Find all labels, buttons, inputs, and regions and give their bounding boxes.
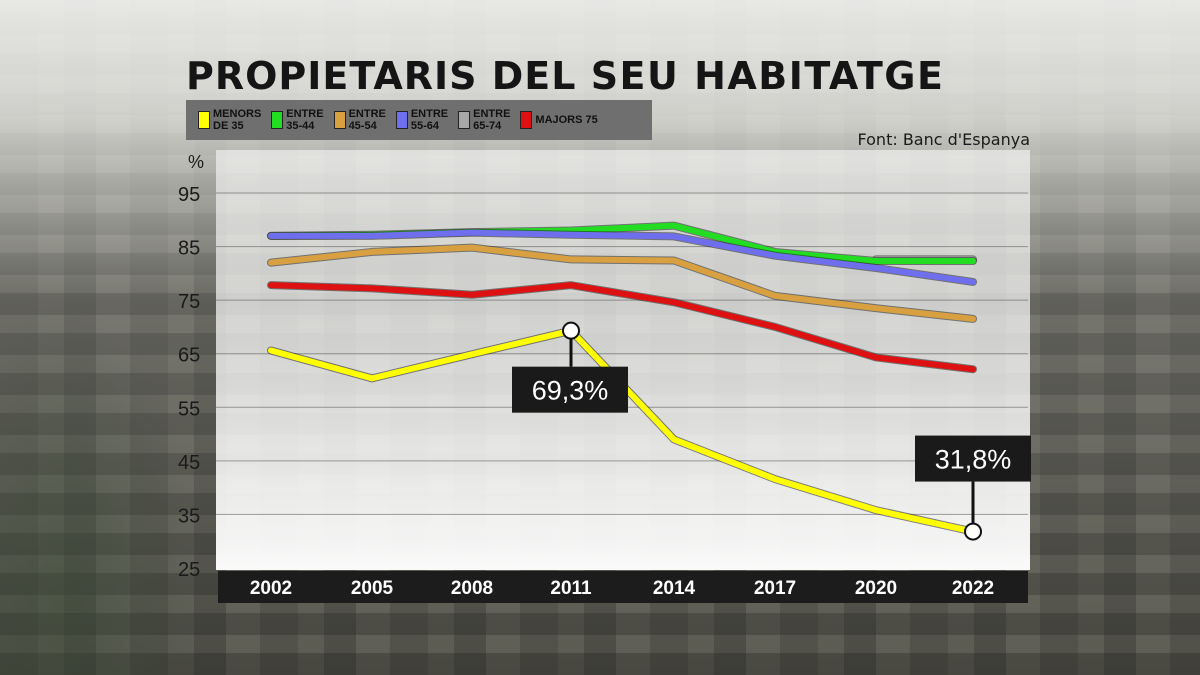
series-line-outline <box>267 326 977 536</box>
x-tick-label: 2011 <box>550 578 592 599</box>
y-tick-label: 65 <box>178 345 200 367</box>
chart-title-part1: PROPIETARIS DEL <box>186 54 591 98</box>
background-trees <box>0 300 200 675</box>
series-line <box>268 244 976 322</box>
chart-title-part2: SEU HABITATGE <box>590 54 945 98</box>
legend-label: ENTRE 55-64 <box>410 108 449 132</box>
legend-item: ENTRE 55-64 <box>395 108 449 132</box>
series-line <box>268 282 976 373</box>
x-tick-label: 2002 <box>250 578 292 599</box>
legend-swatch <box>458 111 471 129</box>
legend-swatch <box>198 111 210 129</box>
y-tick-label: 45 <box>178 452 200 474</box>
x-tick-label: 2008 <box>451 578 493 599</box>
legend-item: ENTRE 35-44 <box>271 108 324 132</box>
x-tick-label: 2022 <box>952 578 994 599</box>
y-axis-label: % <box>188 152 204 172</box>
legend-label: MENORS DE 35 <box>213 108 262 132</box>
legend-item: ENTRE 65-74 <box>458 108 510 132</box>
legend-label: ENTRE 35-44 <box>286 108 324 132</box>
x-tick-label: 2014 <box>653 578 696 599</box>
legend-swatch <box>520 111 533 129</box>
legend-item: MENORS DE 35 <box>198 108 261 132</box>
x-tick-label: 2005 <box>351 578 394 599</box>
legend-label: ENTRE 65-74 <box>473 108 511 132</box>
series-line <box>268 229 976 285</box>
legend: MENORS DE 35 ENTRE 35-44 ENTRE 45-54 ENTRE … <box>186 100 652 140</box>
y-tick-label: 35 <box>178 505 200 527</box>
legend-swatch <box>333 111 346 129</box>
annotation-marker <box>562 321 580 340</box>
legend-label: ENTRE 45-54 <box>348 108 386 132</box>
legend-label: MAJORS 75 <box>535 114 598 126</box>
source-note: Font: Banc d'Espanya <box>857 130 1031 149</box>
series-line <box>268 327 976 535</box>
annotation-box <box>915 435 1031 482</box>
y-tick-label: 75 <box>178 291 200 313</box>
annotation-marker <box>964 522 982 541</box>
annotation-label: 31,8% <box>935 445 1012 475</box>
legend-swatch <box>395 111 408 129</box>
annotation-label: 69,3% <box>532 376 609 406</box>
x-tick-label: 2017 <box>754 578 796 599</box>
chart-title: PROPIETARIS DEL SEU HABITATGE <box>186 54 944 98</box>
x-tick-label: 2020 <box>855 578 897 599</box>
y-tick-label: 55 <box>178 398 200 420</box>
legend-item: ENTRE 45-54 <box>333 108 386 132</box>
legend-item: MAJORS 75 <box>520 111 598 129</box>
legend-swatch <box>271 111 284 129</box>
x-axis-bar <box>218 571 1028 603</box>
y-tick-label: 25 <box>178 559 200 581</box>
annotation-box <box>512 366 628 413</box>
y-tick-label: 85 <box>178 238 200 260</box>
y-tick-label: 95 <box>178 184 200 206</box>
